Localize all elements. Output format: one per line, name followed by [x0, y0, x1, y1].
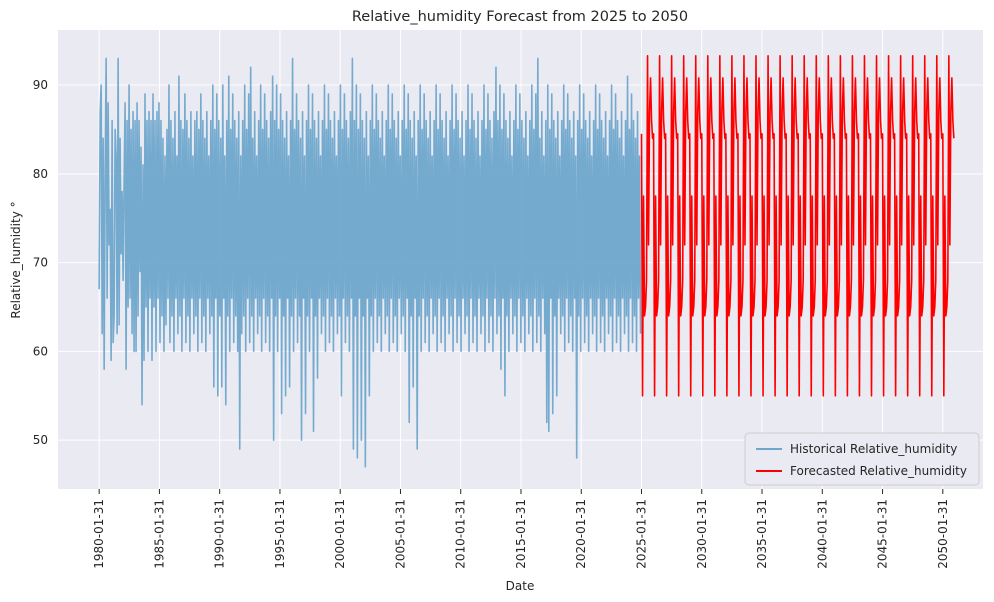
y-tick-label: 80: [33, 167, 48, 181]
series-layer: [98, 54, 955, 468]
x-tick-label: 2020-01-31: [574, 499, 588, 569]
series-line-historical: [98, 57, 642, 468]
x-tick-labels: 1980-01-31 1985-01-31 1990-01-31 1995-01-31…: [92, 489, 950, 569]
legend-label-forecast: Forecasted Relative_humidity: [790, 464, 967, 478]
legend-box: [744, 432, 980, 486]
x-tick-label: 2045-01-31: [876, 499, 890, 569]
x-tick-label: 2035-01-31: [755, 499, 769, 569]
x-tick-label: 1980-01-31: [92, 499, 106, 569]
x-tick-label: 2025-01-31: [635, 499, 649, 569]
x-tick-label: 2030-01-31: [695, 499, 709, 569]
x-tick-label: 2050-01-31: [936, 499, 950, 569]
y-axis-label: Relative_humidity °: [9, 201, 23, 318]
y-tick-label: 70: [33, 256, 48, 270]
x-axis-label: Date: [506, 579, 535, 593]
legend: Historical Relative_humidity Forecasted …: [744, 432, 980, 486]
x-tick-label: 2010-01-31: [454, 499, 468, 569]
x-tick-label: 2040-01-31: [815, 499, 829, 569]
x-tick-label: 2005-01-31: [393, 499, 407, 569]
chart-title: Relative_humidity Forecast from 2025 to …: [352, 9, 688, 25]
x-tick-label: 2000-01-31: [333, 499, 347, 569]
y-tick-label: 60: [33, 344, 48, 358]
series-line-forecast: [640, 54, 955, 397]
x-tick-label: 1995-01-31: [273, 499, 287, 569]
y-tick-label: 50: [33, 433, 48, 447]
x-tick-label: 2015-01-31: [514, 499, 528, 569]
x-tick-label: 1985-01-31: [152, 499, 166, 569]
x-tick-label: 1990-01-31: [213, 499, 227, 569]
y-tick-label: 90: [33, 78, 48, 92]
y-tick-labels: 50 60 70 80 90: [33, 78, 48, 447]
legend-label-historical: Historical Relative_humidity: [790, 442, 957, 456]
